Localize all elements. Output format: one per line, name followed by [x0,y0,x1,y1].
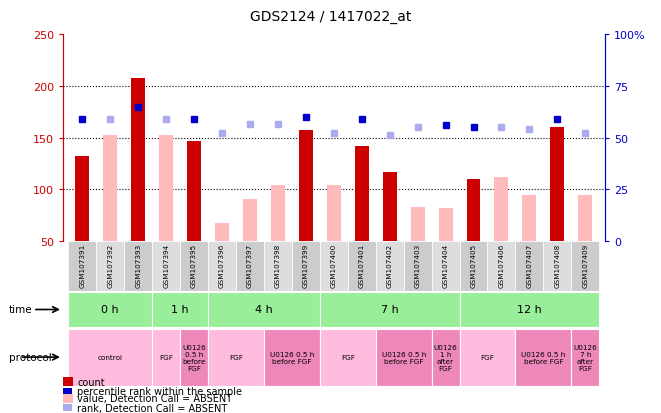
Text: GSM107394: GSM107394 [163,243,169,287]
Bar [243,199,257,242]
Text: FGF: FGF [229,354,243,360]
Bar [487,242,516,291]
Bar [187,141,201,242]
Text: FGF: FGF [341,354,355,360]
Bar [439,209,453,242]
Text: 12 h: 12 h [517,305,542,315]
Text: control: control [98,354,123,360]
Bar [159,135,173,242]
Text: 7 h: 7 h [381,305,399,315]
Bar [355,147,369,242]
Bar [327,186,341,242]
Bar [208,329,264,386]
Bar [459,242,487,291]
Text: 4 h: 4 h [255,305,273,315]
Bar [152,242,180,291]
Bar [543,242,571,291]
Bar [578,195,592,242]
Bar [383,173,397,242]
Bar [103,135,117,242]
Text: U0126
0.5 h
before
FGF: U0126 0.5 h before FGF [182,344,206,371]
Text: protocol: protocol [9,352,52,362]
Bar [432,242,459,291]
Bar [432,329,459,386]
Bar [348,242,375,291]
Bar [292,242,320,291]
Text: percentile rank within the sample: percentile rank within the sample [77,386,243,396]
Bar [494,178,508,242]
Text: GSM107409: GSM107409 [582,243,588,287]
Bar [68,329,152,386]
Bar [271,186,285,242]
Bar [152,329,180,386]
Text: GSM107406: GSM107406 [498,243,504,287]
Text: 0 h: 0 h [102,305,119,315]
Text: GSM107404: GSM107404 [443,243,449,287]
Text: GSM107407: GSM107407 [526,243,532,287]
Text: GSM107392: GSM107392 [107,243,113,287]
Bar [208,293,320,327]
Text: GDS2124 / 1417022_at: GDS2124 / 1417022_at [250,10,411,24]
Text: count: count [77,377,105,387]
Bar [236,242,264,291]
Text: GSM107408: GSM107408 [555,243,561,287]
Bar [571,242,600,291]
Text: U0126 0.5 h
before FGF: U0126 0.5 h before FGF [270,351,314,364]
Text: U0126 0.5 h
before FGF: U0126 0.5 h before FGF [522,351,565,364]
Bar [375,242,404,291]
Text: GSM107393: GSM107393 [136,243,141,287]
Bar [404,242,432,291]
Text: time: time [9,305,32,315]
Text: GSM107399: GSM107399 [303,243,309,287]
Bar [208,242,236,291]
Bar [522,195,536,242]
Bar [459,293,600,327]
Bar [180,242,208,291]
Text: GSM107402: GSM107402 [387,243,393,287]
Bar [264,242,292,291]
Text: FGF: FGF [481,354,494,360]
Text: GSM107396: GSM107396 [219,243,225,287]
Bar [516,329,571,386]
Text: 1 h: 1 h [171,305,189,315]
Text: GSM107391: GSM107391 [79,243,85,287]
Text: GSM107401: GSM107401 [359,243,365,287]
Bar [459,329,516,386]
Bar [68,242,97,291]
Text: GSM107405: GSM107405 [471,243,477,287]
Bar [551,128,564,242]
Text: rank, Detection Call = ABSENT: rank, Detection Call = ABSENT [77,403,227,413]
Bar [124,242,152,291]
Text: GSM107397: GSM107397 [247,243,253,287]
Bar [152,293,208,327]
Bar [571,329,600,386]
Bar [97,242,124,291]
Bar [320,329,375,386]
Bar [180,329,208,386]
Text: U0126 0.5 h
before FGF: U0126 0.5 h before FGF [381,351,426,364]
Bar [264,329,320,386]
Text: U0126
7 h
after
FGF: U0126 7 h after FGF [573,344,597,371]
Text: U0126
1 h
after
FGF: U0126 1 h after FGF [434,344,457,371]
Text: FGF: FGF [159,354,173,360]
Bar [375,329,432,386]
Bar [467,180,481,242]
Bar [299,131,313,242]
Text: GSM107400: GSM107400 [330,243,337,287]
Text: GSM107403: GSM107403 [414,243,420,287]
Bar [68,293,152,327]
Text: value, Detection Call = ABSENT: value, Detection Call = ABSENT [77,393,233,403]
Bar [215,223,229,242]
Bar [75,157,89,242]
Text: GSM107395: GSM107395 [191,243,197,287]
Text: GSM107398: GSM107398 [275,243,281,287]
Bar [320,293,459,327]
Bar [410,207,424,242]
Bar [132,78,145,242]
Bar [516,242,543,291]
Bar [320,242,348,291]
